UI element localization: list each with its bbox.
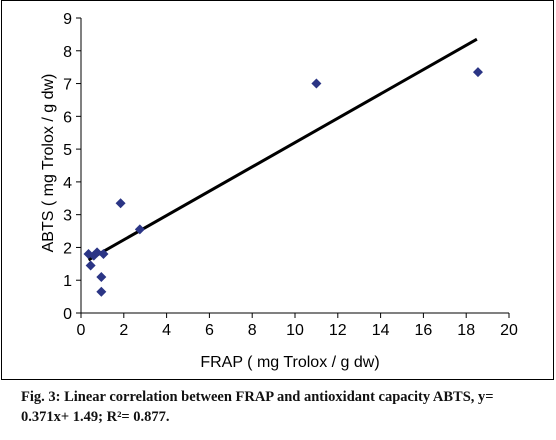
x-tick-label: 4 <box>162 322 171 339</box>
x-tick-label: 6 <box>205 322 214 339</box>
data-point <box>98 249 109 259</box>
data-point <box>115 198 126 209</box>
data-point <box>472 67 483 78</box>
data-points <box>83 67 483 297</box>
x-tick-label: 18 <box>457 322 475 339</box>
x-tick-label: 20 <box>500 322 518 339</box>
x-tick-label: 14 <box>372 322 390 339</box>
y-tick-label: 2 <box>63 240 72 257</box>
y-tick-label: 4 <box>63 175 72 192</box>
data-point <box>96 286 107 297</box>
x-tick-label: 16 <box>415 322 433 339</box>
y-axis-title: ABTS ( mg Trolox / g dw) <box>40 74 57 253</box>
data-point <box>85 260 96 271</box>
y-tick-label: 6 <box>63 109 72 126</box>
x-tick-label: 8 <box>248 322 257 339</box>
trendline-group <box>87 37 478 262</box>
figure-caption: Fig. 3: Linear correlation between FRAP … <box>21 389 494 425</box>
x-tick-label: 12 <box>329 322 347 339</box>
chart-frame: 0 1 2 3 4 5 6 7 8 9 0 2 4 6 8 10 12 14 16 18 20 FRAP ( mg Tr… <box>1 0 554 380</box>
x-tick-label: 2 <box>119 322 128 339</box>
trendline <box>87 37 478 262</box>
data-point <box>96 271 107 282</box>
data-point <box>311 78 322 89</box>
data-point <box>134 224 145 235</box>
x-tick-label: 10 <box>286 322 304 339</box>
x-axis-title: FRAP ( mg Trolox / g dw) <box>200 354 379 371</box>
y-tick-label: 9 <box>63 11 72 28</box>
y-tick-label: 5 <box>63 142 72 159</box>
y-tick-label: 8 <box>63 44 72 61</box>
y-tick-label: 7 <box>63 77 72 94</box>
x-tick-label: 0 <box>77 322 86 339</box>
y-tick-label: 3 <box>63 208 72 225</box>
y-tick-label: 1 <box>63 273 72 290</box>
axes <box>76 17 510 318</box>
y-tick-label: 0 <box>63 306 72 323</box>
